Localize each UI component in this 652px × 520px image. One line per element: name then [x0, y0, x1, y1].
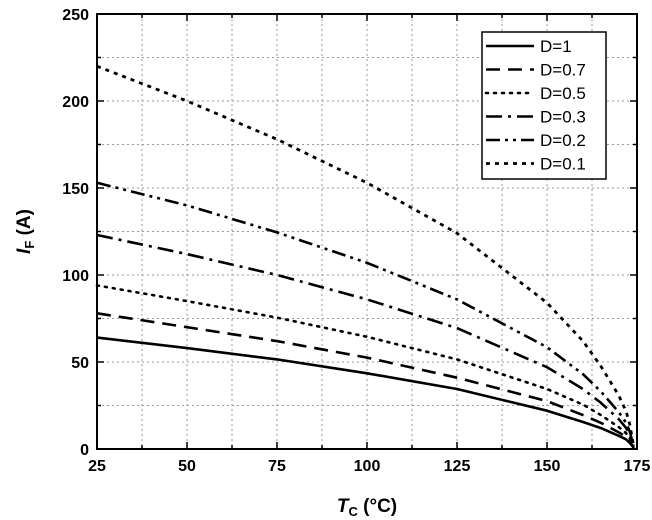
y-axis-unit: (A)	[14, 209, 35, 241]
axis-ticks: 25 50 75 100 125 150 175 0 50 100 150 200 250	[62, 7, 650, 475]
y-axis-symbol: I	[14, 248, 35, 254]
x-axis-title: TC (°C)	[337, 496, 397, 519]
legend-label: D=0.7	[540, 61, 586, 80]
series-line	[96, 64, 635, 445]
x-tick-label: 100	[354, 458, 381, 475]
x-axis-symbol: T	[337, 496, 350, 517]
series-lines	[95, 64, 635, 449]
grid	[97, 14, 637, 449]
x-tick-label: 75	[268, 458, 286, 475]
legend-label: D=0.2	[540, 131, 586, 150]
legend-label: D=0.3	[540, 108, 586, 127]
series-line	[96, 336, 635, 449]
y-axis-title: IF (A)	[14, 209, 37, 254]
x-tick-label: 50	[178, 458, 196, 475]
x-tick-label: 175	[624, 458, 651, 475]
x-tick-label: 25	[88, 458, 106, 475]
y-axis-subscript: F	[22, 241, 37, 249]
legend-label: D=0.1	[540, 155, 586, 174]
x-tick-label: 150	[534, 458, 561, 475]
legend-label: D=0.5	[540, 84, 586, 103]
x-axis-subscript: C	[348, 504, 358, 519]
y-tick-label: 150	[62, 181, 89, 198]
legend: D=1 D=0.7 D=0.5 D=0.3 D=0.2 D=0.1	[481, 31, 607, 180]
series-line	[96, 181, 635, 446]
y-tick-label: 250	[62, 7, 89, 24]
y-tick-label: 100	[62, 268, 89, 285]
series-line	[95, 284, 635, 449]
y-tick-label: 0	[80, 442, 89, 459]
x-tick-label: 125	[444, 458, 471, 475]
y-tick-label: 200	[62, 94, 89, 111]
legend-label: D=1	[540, 37, 572, 56]
series-line	[96, 233, 635, 447]
legend-box	[481, 31, 607, 180]
x-axis-unit: (°C)	[358, 496, 397, 517]
y-tick-label: 50	[71, 355, 89, 372]
series-line	[96, 312, 635, 448]
